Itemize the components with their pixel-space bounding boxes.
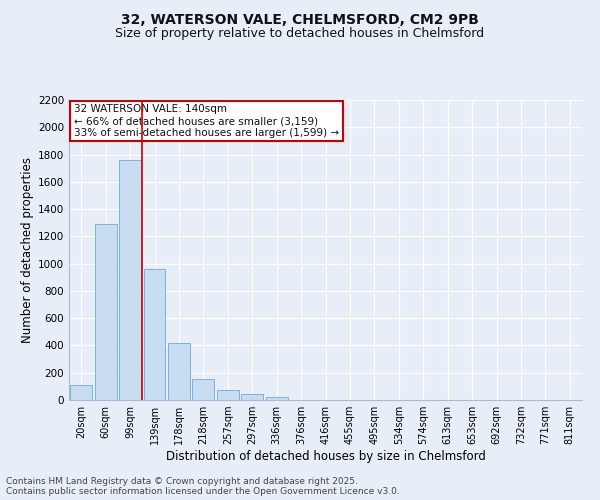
Text: 32 WATERSON VALE: 140sqm
← 66% of detached houses are smaller (3,159)
33% of sem: 32 WATERSON VALE: 140sqm ← 66% of detach… bbox=[74, 104, 339, 138]
Y-axis label: Number of detached properties: Number of detached properties bbox=[21, 157, 34, 343]
Text: Size of property relative to detached houses in Chelmsford: Size of property relative to detached ho… bbox=[115, 28, 485, 40]
Text: Contains HM Land Registry data © Crown copyright and database right 2025.: Contains HM Land Registry data © Crown c… bbox=[6, 477, 358, 486]
Bar bbox=[119, 160, 141, 400]
Bar bbox=[95, 224, 116, 400]
Bar bbox=[241, 394, 263, 400]
X-axis label: Distribution of detached houses by size in Chelmsford: Distribution of detached houses by size … bbox=[166, 450, 485, 463]
Bar bbox=[217, 390, 239, 400]
Bar bbox=[193, 379, 214, 400]
Bar bbox=[70, 385, 92, 400]
Text: Contains public sector information licensed under the Open Government Licence v3: Contains public sector information licen… bbox=[6, 487, 400, 496]
Bar bbox=[266, 396, 287, 400]
Bar bbox=[168, 342, 190, 400]
Text: 32, WATERSON VALE, CHELMSFORD, CM2 9PB: 32, WATERSON VALE, CHELMSFORD, CM2 9PB bbox=[121, 12, 479, 26]
Bar bbox=[143, 269, 166, 400]
